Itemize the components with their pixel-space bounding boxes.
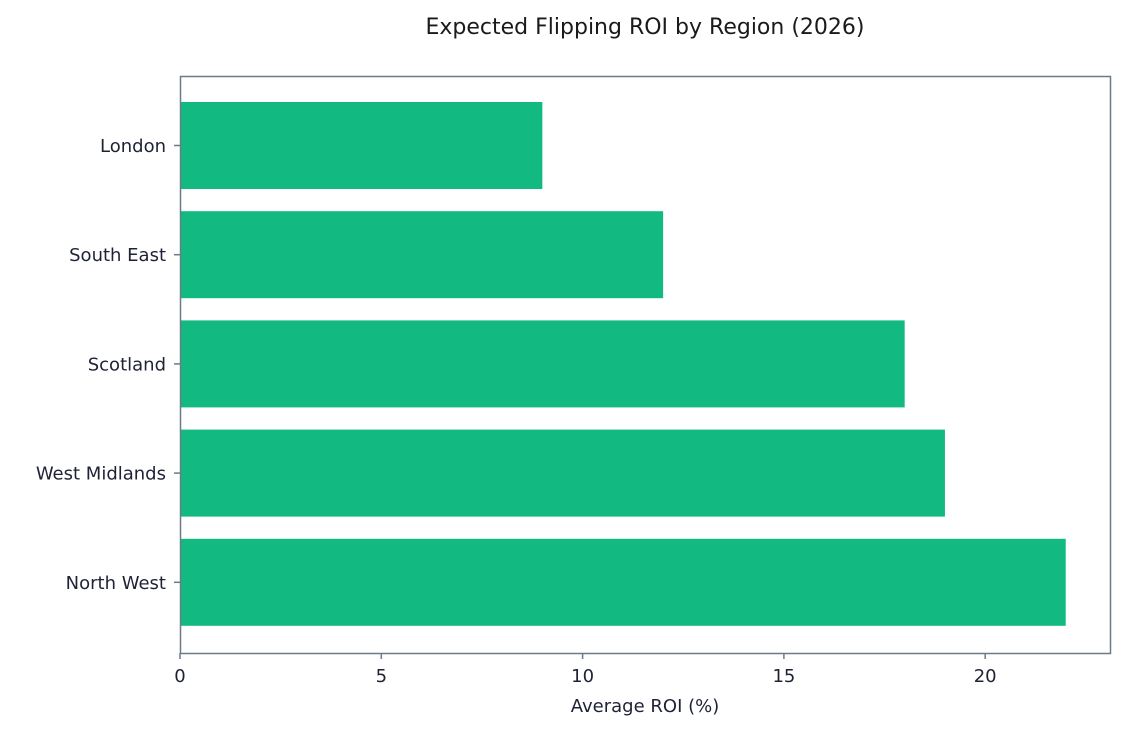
x-tick-label: 20 <box>974 666 997 687</box>
x-axis-label: Average ROI (%) <box>571 696 720 717</box>
y-tick-label: London <box>100 136 166 157</box>
y-axis: London South East Scotland West Midlands Nor… <box>36 136 180 594</box>
x-axis: 0 5 10 15 20 <box>174 653 997 687</box>
chart-title: Expected Flipping ROI by Region (2026) <box>426 15 865 40</box>
x-tick-label: 10 <box>571 666 594 687</box>
x-tick-label: 0 <box>174 666 185 687</box>
bar-west-midlands <box>180 429 945 517</box>
y-tick-label: North West <box>66 573 166 594</box>
bar-scotland <box>180 320 905 408</box>
x-tick-label: 5 <box>376 666 387 687</box>
bar-london <box>180 102 543 189</box>
bar-north-west <box>180 538 1066 626</box>
bar-south-east <box>180 211 664 299</box>
bars-layer <box>180 102 1066 626</box>
y-tick-label: South East <box>69 245 166 266</box>
plot-frame <box>179 75 1112 655</box>
x-tick-label: 15 <box>772 666 795 687</box>
y-tick-label: West Midlands <box>36 464 166 485</box>
y-tick-label: Scotland <box>88 354 166 375</box>
